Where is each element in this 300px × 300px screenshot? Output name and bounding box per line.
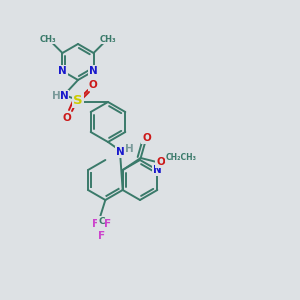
- Text: N: N: [58, 66, 67, 76]
- Text: N: N: [89, 66, 98, 76]
- Text: F: F: [98, 231, 105, 241]
- Text: H: H: [124, 144, 134, 154]
- Text: CH₃: CH₃: [40, 34, 57, 43]
- Text: CH₂CH₃: CH₂CH₃: [165, 152, 196, 161]
- Text: C: C: [98, 217, 105, 226]
- Text: N: N: [116, 147, 124, 157]
- Text: H: H: [52, 91, 60, 101]
- Text: O: O: [156, 157, 165, 167]
- Text: O: O: [88, 80, 98, 90]
- Text: N: N: [153, 165, 162, 175]
- Text: CH₃: CH₃: [99, 34, 116, 43]
- Text: N: N: [60, 91, 68, 101]
- Text: O: O: [142, 133, 151, 143]
- Text: O: O: [63, 113, 71, 123]
- Text: F: F: [104, 219, 111, 229]
- Text: S: S: [73, 94, 83, 106]
- Text: F: F: [92, 219, 99, 229]
